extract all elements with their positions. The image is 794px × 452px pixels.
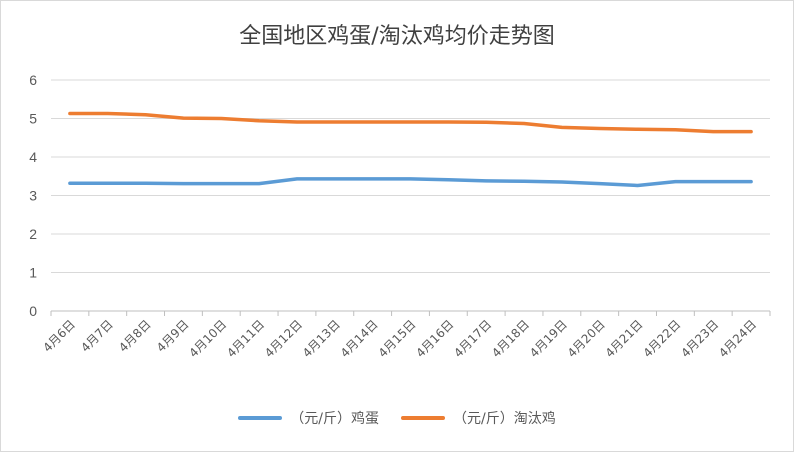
x-tick-label: 4月13日 <box>300 317 343 360</box>
x-tick-label: 4月11日 <box>224 317 267 360</box>
x-tick-label: 4月16日 <box>413 317 456 360</box>
x-tick-label: 4月23日 <box>678 317 721 360</box>
x-tick-label: 4月20日 <box>565 317 608 360</box>
x-tick-label: 4月15日 <box>376 317 419 360</box>
y-tick-label: 5 <box>29 111 37 127</box>
x-tick-label: 4月24日 <box>716 317 759 360</box>
x-tick-label: 4月10日 <box>186 317 229 360</box>
y-tick-label: 6 <box>29 72 37 88</box>
y-tick-label: 0 <box>29 303 37 319</box>
legend-swatch-culled-hen <box>401 416 445 420</box>
y-tick-label: 1 <box>29 265 37 281</box>
legend: （元/斤）鸡蛋 （元/斤）淘汰鸡 <box>0 408 794 428</box>
x-tick-label: 4月12日 <box>262 317 305 360</box>
x-tick-label: 4月19日 <box>527 317 570 360</box>
legend-label-egg: （元/斤）鸡蛋 <box>290 411 379 427</box>
x-tick-label: 4月6日 <box>40 317 78 355</box>
legend-swatch-egg <box>238 416 283 420</box>
chart-title: 全国地区鸡蛋/淘汰鸡均价走势图 <box>239 24 555 49</box>
x-tick-label: 4月7日 <box>78 317 116 355</box>
y-tick-label: 4 <box>29 149 37 165</box>
x-tick-label: 4月21日 <box>603 317 646 360</box>
y-tick-label: 3 <box>29 188 37 204</box>
legend-item-culled-hen: （元/斤）淘汰鸡 <box>401 408 556 428</box>
x-tick-label: 4月17日 <box>451 317 494 360</box>
x-tick-label: 4月8日 <box>116 317 154 355</box>
x-tick-label: 4月22日 <box>640 317 683 360</box>
x-tick-label: 4月14日 <box>338 317 381 360</box>
y-tick-label: 2 <box>29 226 37 242</box>
legend-item-egg: （元/斤）鸡蛋 <box>238 408 379 428</box>
x-tick-label: 4月18日 <box>489 317 532 360</box>
x-tick-label: 4月9日 <box>154 317 192 355</box>
series-line-culled-hen <box>68 111 753 134</box>
series-line-egg <box>68 177 753 188</box>
legend-label-culled-hen: （元/斤）淘汰鸡 <box>453 411 556 427</box>
